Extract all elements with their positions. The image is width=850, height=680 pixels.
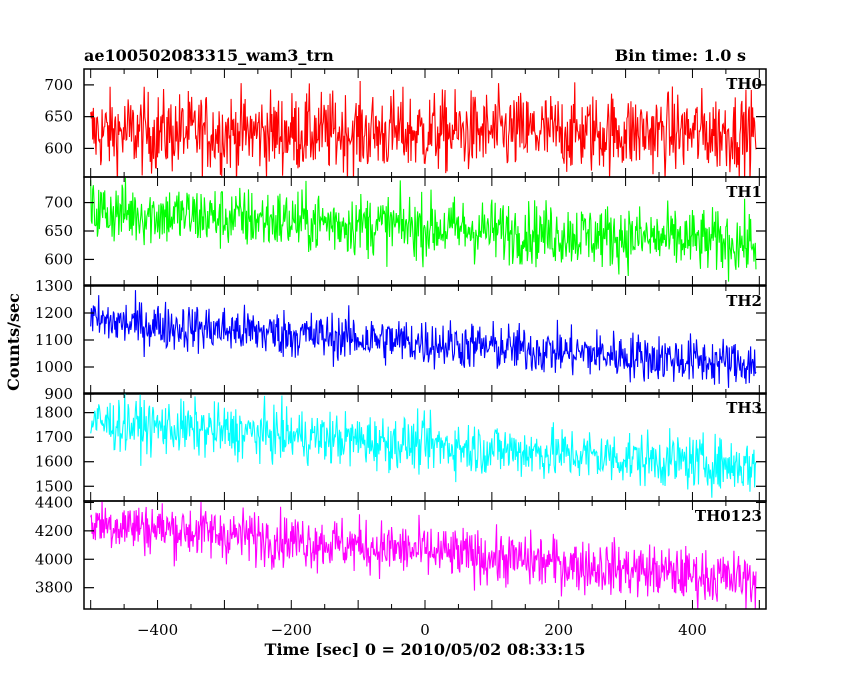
series-th3 [90,393,757,498]
y-axis-label: Counts/sec [4,293,23,391]
panel-label: TH1 [726,183,762,201]
series-th1 [90,177,757,282]
y-tick-label: 4000 [35,550,73,568]
x-tick-label: 200 [544,621,573,639]
series-th0 [90,80,757,177]
y-tick-label: 1800 [35,404,73,422]
x-axis-label: Time [sec] 0 = 2010/05/02 08:33:15 [265,640,586,659]
panel-th0: 600 650 700 TH0 [44,68,767,178]
chart-title: ae100502083315_wam3_trn [84,46,334,65]
panels-group: 600 650 700 TH0 600 650 700 TH1 900 1000 1100 1200 1… [35,68,767,639]
y-tick-label: 700 [44,76,73,94]
bin-time-label: Bin time: 1.0 s [615,46,746,65]
series-th0123 [90,501,757,609]
y-tick-label: 1200 [35,304,73,322]
y-tick-label: 1000 [35,358,73,376]
y-tick-label: 600 [44,250,73,268]
y-tick-label: 1300 [35,277,73,295]
y-tick-label: 4200 [35,522,73,540]
panel-frame [83,500,767,610]
y-tick-label: 1700 [35,428,73,446]
series-th2 [90,290,757,388]
y-tick-label: 700 [44,194,73,212]
y-tick-label: 600 [44,139,73,157]
y-tick-label: 3800 [35,579,73,597]
y-tick-label: 1500 [35,477,73,495]
y-tick-label: 650 [44,222,73,240]
panel-label: TH2 [726,292,762,310]
y-tick-label: 900 [44,385,73,403]
y-tick-label: 1600 [35,453,73,471]
panel-label: TH0 [726,75,762,93]
y-tick-label: 650 [44,108,73,126]
panel-label: TH3 [726,399,762,417]
y-tick-label: 4400 [35,493,73,511]
x-tick-label: 0 [420,621,430,639]
panel-th0123: 3800 4000 4200 4400 TH0123 [35,493,767,610]
panel-th3: 1500 1600 1700 1800 TH3 [35,392,767,502]
x-tick-label: −400 [137,621,178,639]
panel-th1: 600 650 700 TH1 [44,176,767,286]
panel-label: TH0123 [695,507,762,525]
panel-th2: 900 1000 1100 1200 1300 TH2 [35,277,767,403]
x-tick-label: 400 [678,621,707,639]
x-tick-label: −200 [271,621,312,639]
y-tick-label: 1100 [35,331,73,349]
